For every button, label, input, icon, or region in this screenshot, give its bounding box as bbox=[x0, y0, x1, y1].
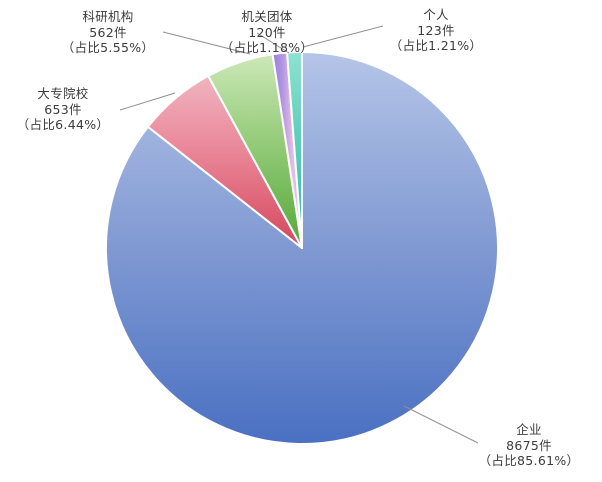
label-count: 120件 bbox=[248, 24, 286, 40]
label-percent: （占比85.61%） bbox=[478, 453, 580, 468]
pie-slice-geren bbox=[286, 51, 303, 249]
label-category: 科研机构 bbox=[82, 9, 134, 24]
label-percent: （占比1.21%） bbox=[389, 38, 483, 53]
label-count: 562件 bbox=[89, 24, 127, 40]
leader-line-jiguan bbox=[256, 32, 290, 54]
label-category: 大专院校 bbox=[37, 86, 89, 101]
label-jiguan-tuanti: 机关团体 120件 （占比1.18%） bbox=[202, 9, 332, 56]
leader-line-geren bbox=[302, 25, 384, 48]
label-category: 个人 bbox=[423, 7, 449, 22]
label-percent: （占比5.55%） bbox=[61, 40, 155, 55]
label-percent: （占比1.18%） bbox=[220, 40, 314, 55]
label-qiye: 企业 8675件 （占比85.61%） bbox=[464, 422, 594, 469]
label-percent: （占比6.44%） bbox=[16, 117, 110, 132]
label-category: 机关团体 bbox=[241, 9, 293, 24]
leader-line-qiye bbox=[403, 405, 479, 444]
leader-line-dazhuan bbox=[119, 92, 176, 111]
label-keyan-jigou: 科研机构 562件 （占比5.55%） bbox=[43, 9, 173, 56]
leader-line-keyan bbox=[162, 31, 251, 55]
label-count: 8675件 bbox=[506, 437, 552, 453]
label-dazhuan-yuanxiao: 大专院校 653件 （占比6.44%） bbox=[0, 86, 128, 133]
label-count: 653件 bbox=[44, 101, 82, 117]
label-count: 123件 bbox=[417, 22, 455, 38]
label-geren: 个人 123件 （占比1.21%） bbox=[371, 7, 501, 54]
label-category: 企业 bbox=[516, 422, 542, 437]
